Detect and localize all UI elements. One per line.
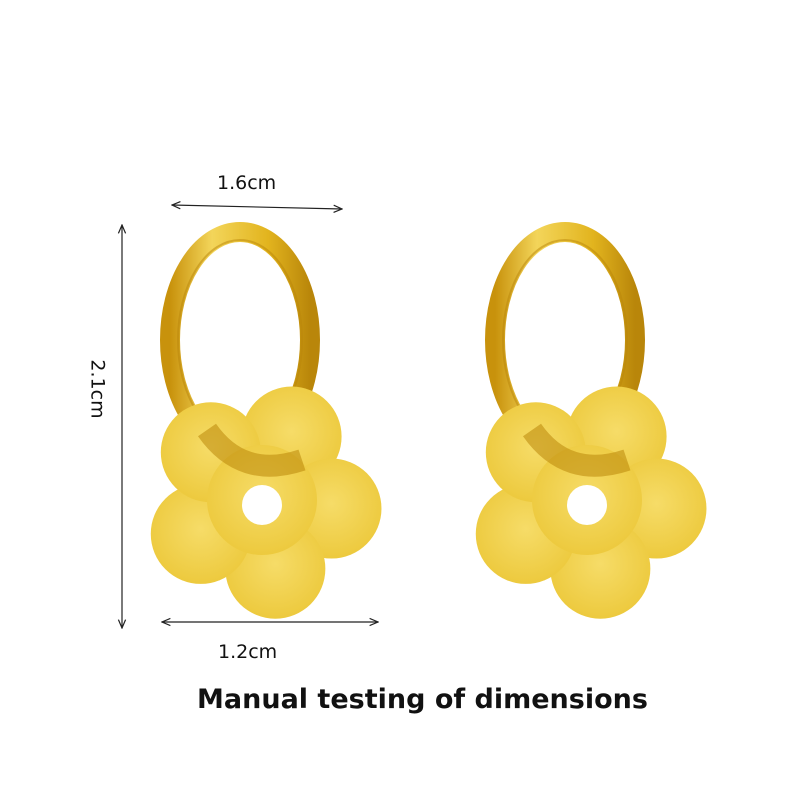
pendant-width-label: 1.2cm [218,641,278,663]
flower-hole [567,485,607,525]
caption: Manual testing of dimensions [197,684,648,715]
flower-hole [242,485,282,525]
height-label: 2.1cm [86,359,109,419]
earring-left [150,222,382,619]
hoop-through-pendant [522,423,631,477]
width-label: 1.6cm [217,172,277,194]
hoop-through-pendant [197,423,306,477]
width-arrow [172,205,342,209]
earring-right [475,222,707,619]
flower-pendant [150,386,382,619]
flower-pendant [475,386,707,619]
